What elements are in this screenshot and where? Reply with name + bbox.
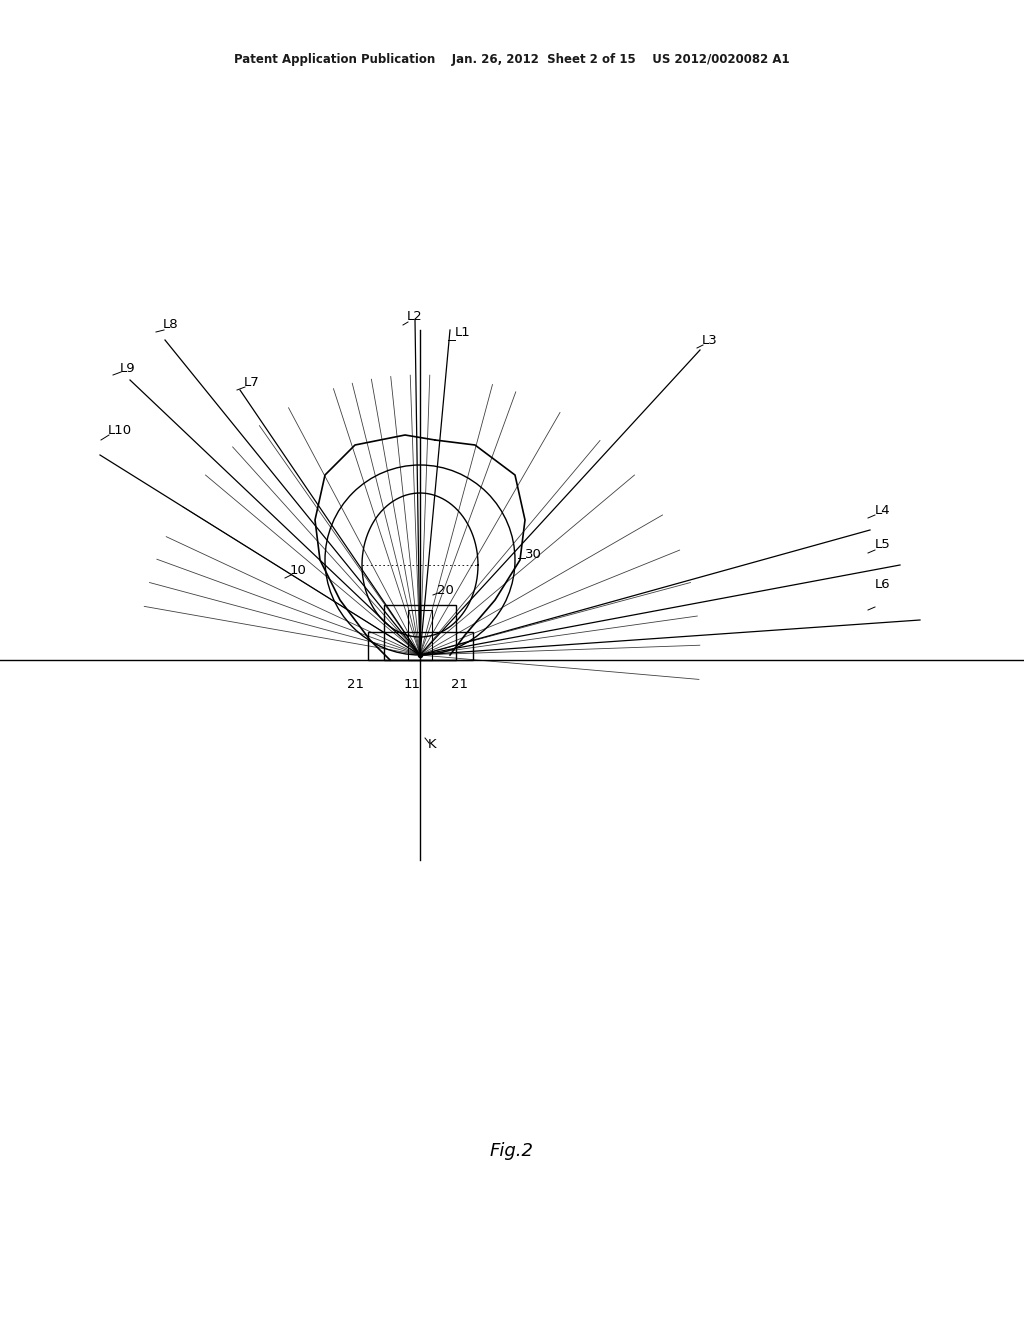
Bar <box>408 610 432 660</box>
Text: L2: L2 <box>407 309 423 322</box>
Text: L3: L3 <box>702 334 718 346</box>
Text: Patent Application Publication    Jan. 26, 2012  Sheet 2 of 15    US 2012/002008: Patent Application Publication Jan. 26, … <box>234 53 790 66</box>
Text: L6: L6 <box>874 578 891 591</box>
Text: 20: 20 <box>437 583 454 597</box>
Text: Fig.2: Fig.2 <box>490 1142 534 1160</box>
Text: 21: 21 <box>347 678 365 690</box>
Text: L7: L7 <box>244 376 260 389</box>
Text: L5: L5 <box>874 539 891 552</box>
Text: L4: L4 <box>874 503 891 516</box>
Text: L1: L1 <box>455 326 471 339</box>
Text: L10: L10 <box>108 424 132 437</box>
Text: 10: 10 <box>290 564 307 577</box>
Text: 30: 30 <box>525 549 542 561</box>
Text: L8: L8 <box>163 318 178 331</box>
Bar <box>368 632 472 660</box>
Bar <box>384 605 456 660</box>
Text: 21: 21 <box>452 678 469 690</box>
Text: 11: 11 <box>403 678 421 690</box>
Text: K: K <box>428 738 436 751</box>
Text: L9: L9 <box>120 362 135 375</box>
